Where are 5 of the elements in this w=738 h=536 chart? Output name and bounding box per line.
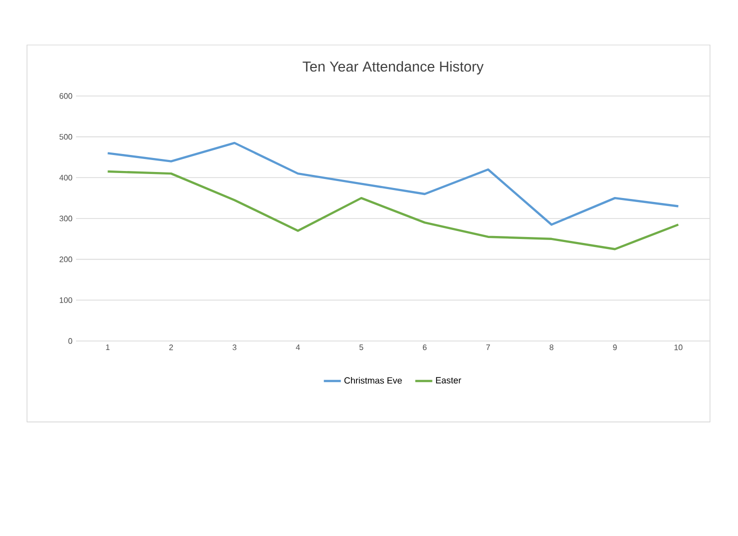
line-series <box>106 170 680 250</box>
line-series <box>106 142 680 226</box>
legend-label: Easter <box>436 377 462 384</box>
legend-label: Christmas Eve <box>344 377 402 384</box>
chart-title: Ten Year Attendance History <box>302 61 484 74</box>
